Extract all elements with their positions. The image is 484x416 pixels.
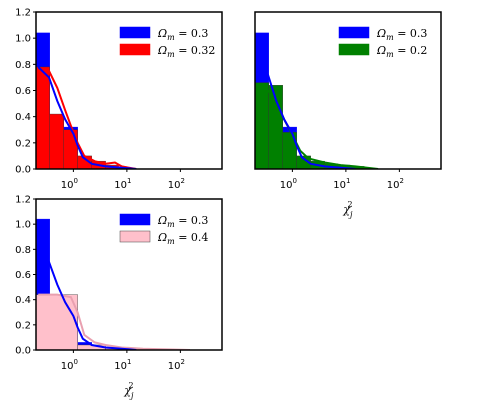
x-tick-label: 100 bbox=[280, 177, 297, 191]
legend-label-2: Ωm = 0.4 bbox=[157, 231, 208, 246]
x-tick-label: 101 bbox=[114, 358, 131, 372]
kde-line-s1 bbox=[37, 66, 137, 169]
y-tick-label: 0.6 bbox=[15, 270, 31, 281]
y-tick-label: 1.2 bbox=[15, 195, 31, 206]
legend: Ωm = 0.3 Ωm = 0.4 bbox=[119, 213, 208, 246]
legend-swatch-1 bbox=[338, 26, 370, 39]
x-tick-label: 101 bbox=[114, 177, 131, 191]
y-tick-label: 0.0 bbox=[15, 346, 31, 357]
y-tick-label: 0.4 bbox=[15, 112, 31, 123]
x-tick-label: 102 bbox=[387, 177, 404, 191]
y-tick-label: 0.8 bbox=[15, 60, 31, 71]
legend-label-2: Ωm = 0.32 bbox=[157, 44, 215, 59]
legend: Ωm = 0.3 Ωm = 0.2 bbox=[338, 26, 427, 59]
legend-swatch-2 bbox=[119, 43, 151, 56]
x-tick-label: 101 bbox=[333, 177, 350, 191]
y-tick-label: 0.6 bbox=[15, 86, 31, 97]
kde-line-s1 bbox=[37, 251, 137, 350]
kde-line-s2 bbox=[37, 69, 137, 169]
legend-label-1: Ωm = 0.3 bbox=[376, 27, 427, 42]
kde-line-s2 bbox=[38, 293, 190, 350]
y-tick-label: 1.2 bbox=[15, 8, 31, 19]
y-tick-label: 0.2 bbox=[15, 320, 31, 331]
y-tick-label: 1.0 bbox=[15, 220, 31, 231]
legend-label-1: Ωm = 0.3 bbox=[157, 214, 208, 229]
x-tick-label: 100 bbox=[61, 358, 78, 372]
bar-s2-2 bbox=[49, 113, 64, 169]
legend-swatch-1 bbox=[119, 213, 151, 226]
legend-swatch-1 bbox=[119, 26, 151, 39]
chart-panel-3: 0.0 0.2 0.4 0.6 0.8 1.0 1.2 100 101 102 χj2 Ωm = 0.… bbox=[15, 195, 223, 400]
bar-s2-1 bbox=[36, 294, 78, 350]
y-tick-label: 0.2 bbox=[15, 138, 31, 149]
x-tick-label: 100 bbox=[61, 177, 78, 191]
legend-swatch-2 bbox=[119, 230, 151, 243]
chart-panel-2: 100 101 102 χj2 Ωm = 0.3 Ωm = 0.2 bbox=[254, 11, 442, 219]
y-tick-label: 0.4 bbox=[15, 295, 31, 306]
y-tick-label: 1.0 bbox=[15, 34, 31, 45]
legend-label-1: Ωm = 0.3 bbox=[157, 27, 208, 42]
axes-frame bbox=[254, 11, 442, 170]
plot-area bbox=[36, 218, 190, 350]
plot-area bbox=[255, 32, 379, 169]
legend-label-2: Ωm = 0.2 bbox=[376, 44, 427, 59]
x-tick-label: 102 bbox=[168, 177, 185, 191]
bar-s2-1 bbox=[36, 66, 50, 169]
bar-s2-1 bbox=[255, 82, 269, 169]
x-tick-label: 102 bbox=[168, 358, 185, 372]
legend: Ωm = 0.3 Ωm = 0.32 bbox=[119, 26, 215, 59]
y-tick-label: 0.0 bbox=[15, 165, 31, 176]
kde-line-s1 bbox=[256, 63, 356, 169]
plot-area bbox=[36, 32, 137, 169]
bar-s2-3 bbox=[282, 132, 297, 169]
x-axis-label: χj2 bbox=[342, 200, 353, 219]
x-axis-label: χj2 bbox=[123, 381, 134, 400]
y-tick-label: 0.8 bbox=[15, 245, 31, 256]
legend-swatch-2 bbox=[338, 43, 370, 56]
